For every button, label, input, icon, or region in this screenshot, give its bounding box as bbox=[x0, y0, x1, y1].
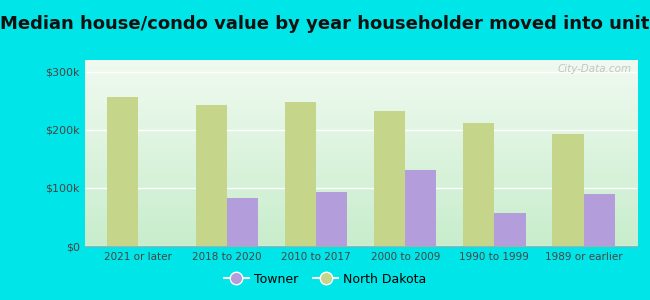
Bar bbox=[406, 170, 437, 246]
Bar bbox=[463, 123, 495, 246]
Text: City-Data.com: City-Data.com bbox=[557, 64, 632, 74]
Bar bbox=[495, 213, 526, 246]
Bar bbox=[584, 194, 615, 246]
Bar bbox=[196, 105, 227, 246]
Bar bbox=[552, 134, 584, 246]
Bar bbox=[316, 192, 347, 246]
Legend: Towner, North Dakota: Towner, North Dakota bbox=[219, 268, 431, 291]
Bar bbox=[374, 111, 406, 246]
Bar bbox=[107, 97, 138, 246]
Bar bbox=[227, 198, 258, 246]
Bar bbox=[285, 102, 316, 246]
Text: Median house/condo value by year householder moved into unit: Median house/condo value by year househo… bbox=[0, 15, 650, 33]
